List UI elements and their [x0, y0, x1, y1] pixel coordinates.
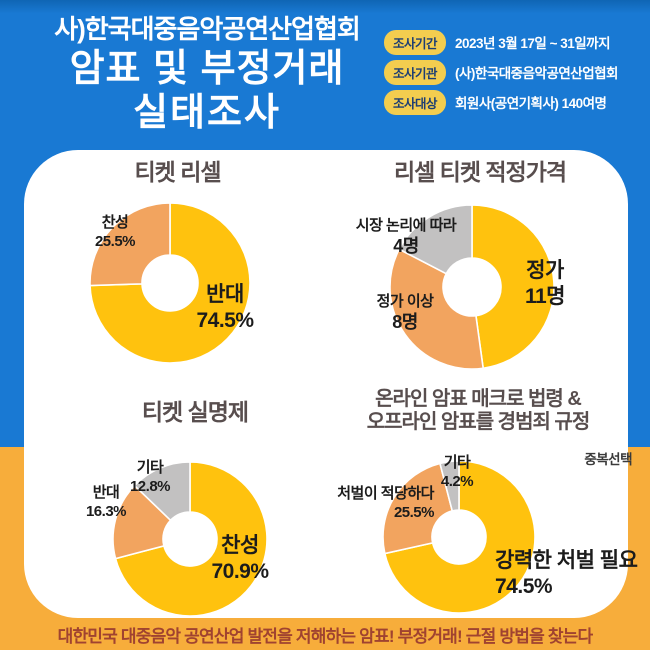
donut-slice [398, 204, 473, 275]
donut-chart [382, 460, 536, 614]
slice-label: 강력한 처벌 필요 74.5% [495, 549, 638, 598]
survey-period-value: 2023년 3월 17일 ~ 31일까지 [455, 36, 610, 51]
survey-agency-row: 조사기관 (사)한국대중음악공연산업협회 [384, 59, 618, 85]
slice-label: 기타 12.8% [129, 459, 171, 495]
donut-slice [389, 248, 485, 370]
survey-target-value: 회원사(공연기획사) 140여명 [455, 96, 607, 111]
survey-period-badge: 조사기간 [384, 29, 447, 55]
slice-label: 시장 논리에 따라 4명 [355, 217, 457, 256]
donut-slice [383, 460, 536, 614]
survey-period-row: 조사기간 2023년 3월 17일 ~ 31일까지 [384, 29, 618, 55]
chart-title: 리셀 티켓 적정가격 [393, 159, 567, 185]
donut-slice [114, 461, 268, 617]
survey-agency-badge: 조사기관 [384, 59, 447, 85]
donut-slice [133, 461, 191, 522]
survey-info-list: 조사기간 2023년 3월 17일 ~ 31일까지 조사기관 (사)한국대중음악… [384, 29, 618, 121]
slice-label: 처벌이 적당하다 25.5% [337, 485, 434, 521]
chart-title: 온라인 암표 매크로 법령 & 오프라인 암표를 경범죄 규정 [366, 388, 590, 433]
donut-slice [438, 460, 460, 512]
donut-slice [471, 204, 555, 370]
header-title-block: 사)한국대중음악공연산업협회 암표 및 부정거래 실태조사 [18, 16, 396, 132]
donut-chart [89, 202, 251, 364]
donut-chart [112, 461, 268, 617]
slice-label: 반대 16.3% [85, 484, 127, 520]
poster-subtitle: 실태조사 [133, 92, 281, 134]
donut-slice [89, 202, 171, 287]
organization-name: 사)한국대중음악공연산업협회 [54, 14, 361, 44]
multiple-selection-note: 중복선택 [584, 452, 632, 467]
footer-slogan: 대한민국 대중음악 공연산업 발전을 저해하는 암표! 부정거래! 근절 방법을… [57, 627, 594, 646]
slice-label: 반대 74.5% [196, 283, 254, 332]
survey-agency-value: (사)한국대중음악공연산업협회 [455, 66, 618, 81]
survey-target-badge: 조사대상 [384, 89, 447, 115]
slice-label: 정가 이상 8명 [376, 293, 434, 332]
donut-slice [89, 202, 251, 364]
survey-target-row: 조사대상 회원사(공연기획사) 140여명 [384, 89, 618, 115]
slice-label: 기타 4.2% [440, 454, 474, 490]
donut-slice [382, 462, 454, 555]
slice-label: 찬성 25.5% [94, 214, 136, 250]
slice-label: 정가 11명 [524, 259, 566, 308]
poster-title: 암표 및 부정거래 [69, 48, 345, 90]
chart-title: 티켓 실명제 [141, 399, 249, 425]
donut-chart [389, 204, 555, 370]
chart-title: 티켓 리셀 [134, 159, 221, 185]
slice-label: 찬성 70.9% [211, 534, 269, 583]
